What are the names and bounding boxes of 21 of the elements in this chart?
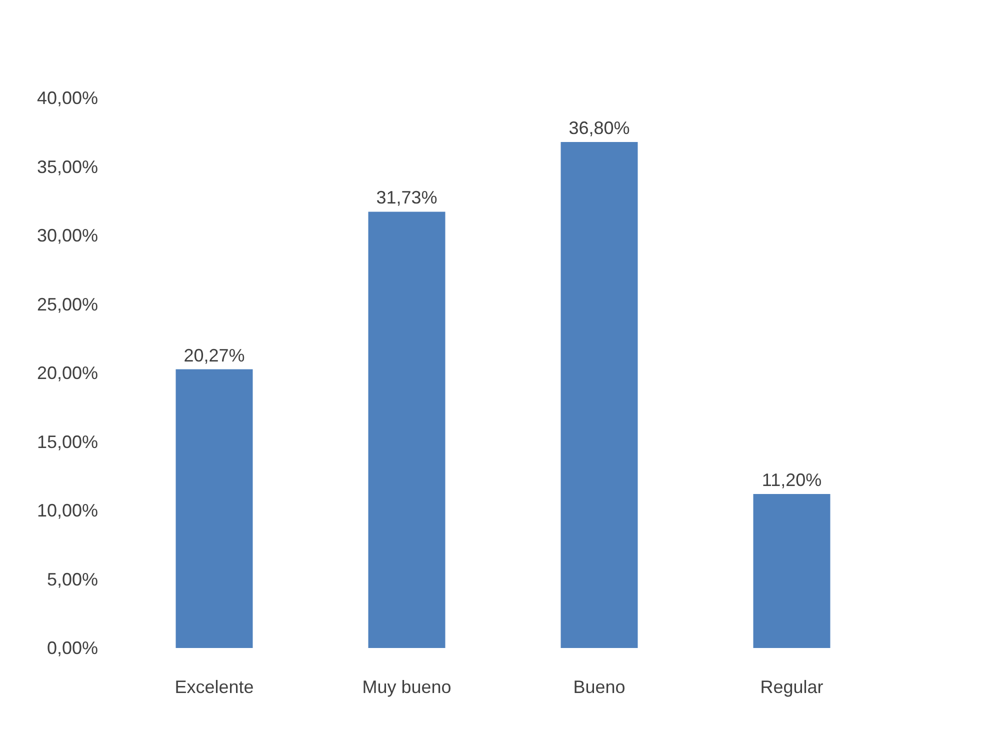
data-label: 31,73% <box>376 188 438 208</box>
y-tick-label: 15,00% <box>36 432 98 452</box>
y-tick-label: 25,00% <box>36 294 98 314</box>
x-tick-label: Regular <box>760 677 824 697</box>
x-tick-label: Bueno <box>573 677 626 697</box>
y-tick-label: 40,00% <box>36 88 98 108</box>
data-label: 20,27% <box>184 345 245 366</box>
data-label: 36,80% <box>568 118 630 138</box>
bar <box>560 142 638 648</box>
y-tick-label: 20,00% <box>36 363 98 383</box>
data-label: 11,20% <box>762 470 822 490</box>
bar <box>753 494 830 648</box>
x-tick-label: Excelente <box>174 677 254 697</box>
y-tick-label: 5,00% <box>46 569 98 590</box>
x-tick-label: Muy bueno <box>362 677 452 697</box>
y-tick-label: 0,00% <box>46 638 98 658</box>
y-tick-label: 10,00% <box>36 500 98 520</box>
y-tick-label: 35,00% <box>36 156 98 177</box>
bar <box>176 369 253 648</box>
y-tick-label: 30,00% <box>36 226 98 246</box>
bar <box>368 212 446 648</box>
